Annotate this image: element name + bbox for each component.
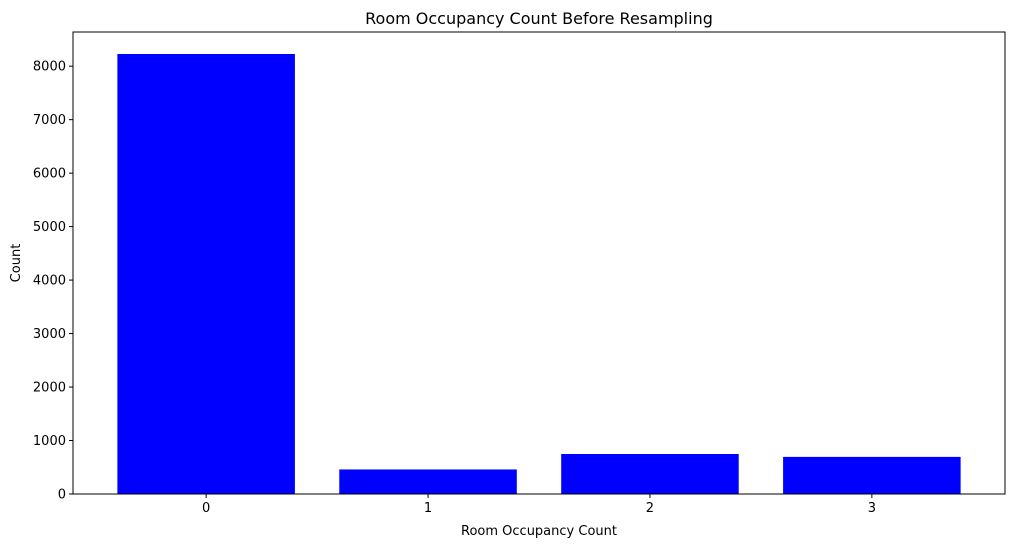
y-tick-label: 5000 — [33, 220, 66, 235]
bar-3 — [783, 456, 961, 494]
x-axis-label: Room Occupancy Count — [461, 524, 617, 539]
y-tick-label: 2000 — [33, 381, 66, 396]
chart-title: Room Occupancy Count Before Resampling — [365, 9, 713, 28]
y-tick-label: 8000 — [33, 60, 66, 75]
bars-group — [117, 53, 961, 495]
x-tick-label: 2 — [646, 501, 654, 516]
x-tick-label: 0 — [202, 501, 210, 516]
y-tick-label: 1000 — [33, 434, 66, 449]
y-axis-ticks: 0 1000 2000 3000 4000 5000 6000 7000 8000 — [33, 60, 73, 503]
y-tick-label: 6000 — [33, 167, 66, 182]
y-tick-label: 4000 — [33, 274, 66, 289]
y-tick-label: 7000 — [33, 113, 66, 128]
x-tick-label: 3 — [868, 501, 876, 516]
x-tick-label: 1 — [424, 501, 432, 516]
x-axis-ticks: 0 1 2 3 — [202, 494, 876, 516]
bar-1 — [339, 469, 517, 494]
y-tick-label: 3000 — [33, 327, 66, 342]
y-tick-label: 0 — [58, 488, 66, 503]
y-axis-label: Count — [9, 244, 24, 283]
bar-0 — [117, 53, 295, 495]
plot-area-frame — [72, 31, 1006, 495]
bar-2 — [561, 453, 739, 494]
